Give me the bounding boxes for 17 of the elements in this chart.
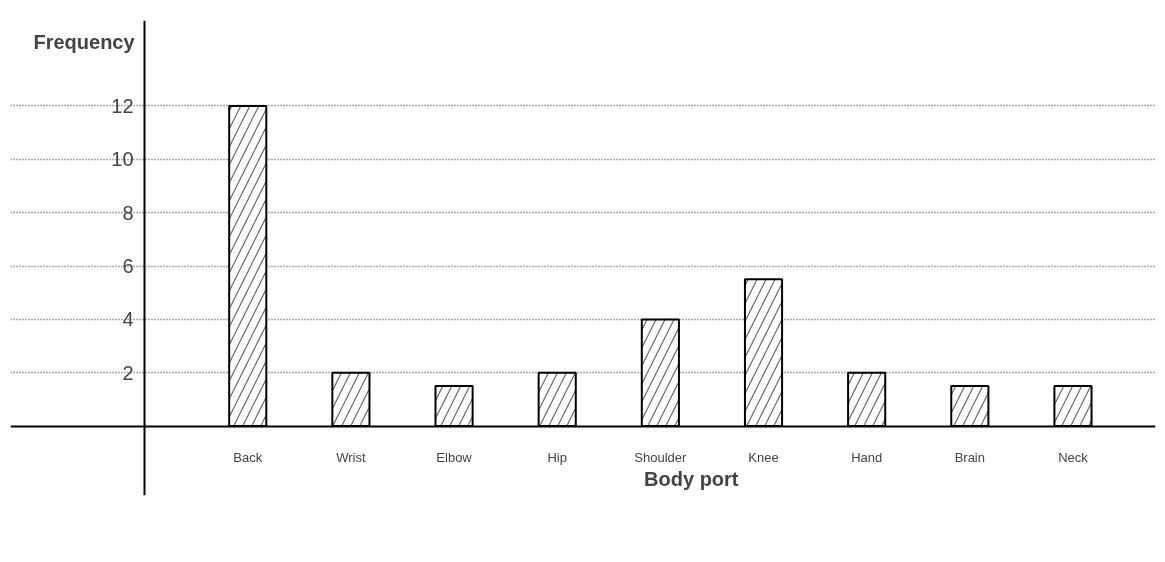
y-axis-title: Frequency	[33, 30, 136, 53]
x-tick-label: Shoulder	[634, 450, 688, 466]
y-tick-label: 4	[122, 308, 134, 331]
x-tick-label: Brain	[954, 450, 986, 466]
y-tick-label: 10	[111, 148, 134, 171]
x-tick-label: Knee	[748, 450, 779, 466]
x-tick-label: Back	[233, 450, 263, 466]
x-tick-label: Neck	[1058, 450, 1089, 466]
x-tick-label: Hip	[547, 450, 567, 466]
x-tick-label: Wrist	[336, 450, 366, 466]
x-axis-title: Body port	[644, 467, 739, 490]
y-tick-label: 12	[111, 94, 134, 117]
y-tick-label: 2	[122, 361, 134, 384]
x-tick-label: Elbow	[436, 450, 473, 466]
x-tick-label: Hand	[851, 450, 883, 466]
y-tick-label: 8	[122, 201, 134, 224]
y-tick-label: 6	[122, 255, 134, 278]
